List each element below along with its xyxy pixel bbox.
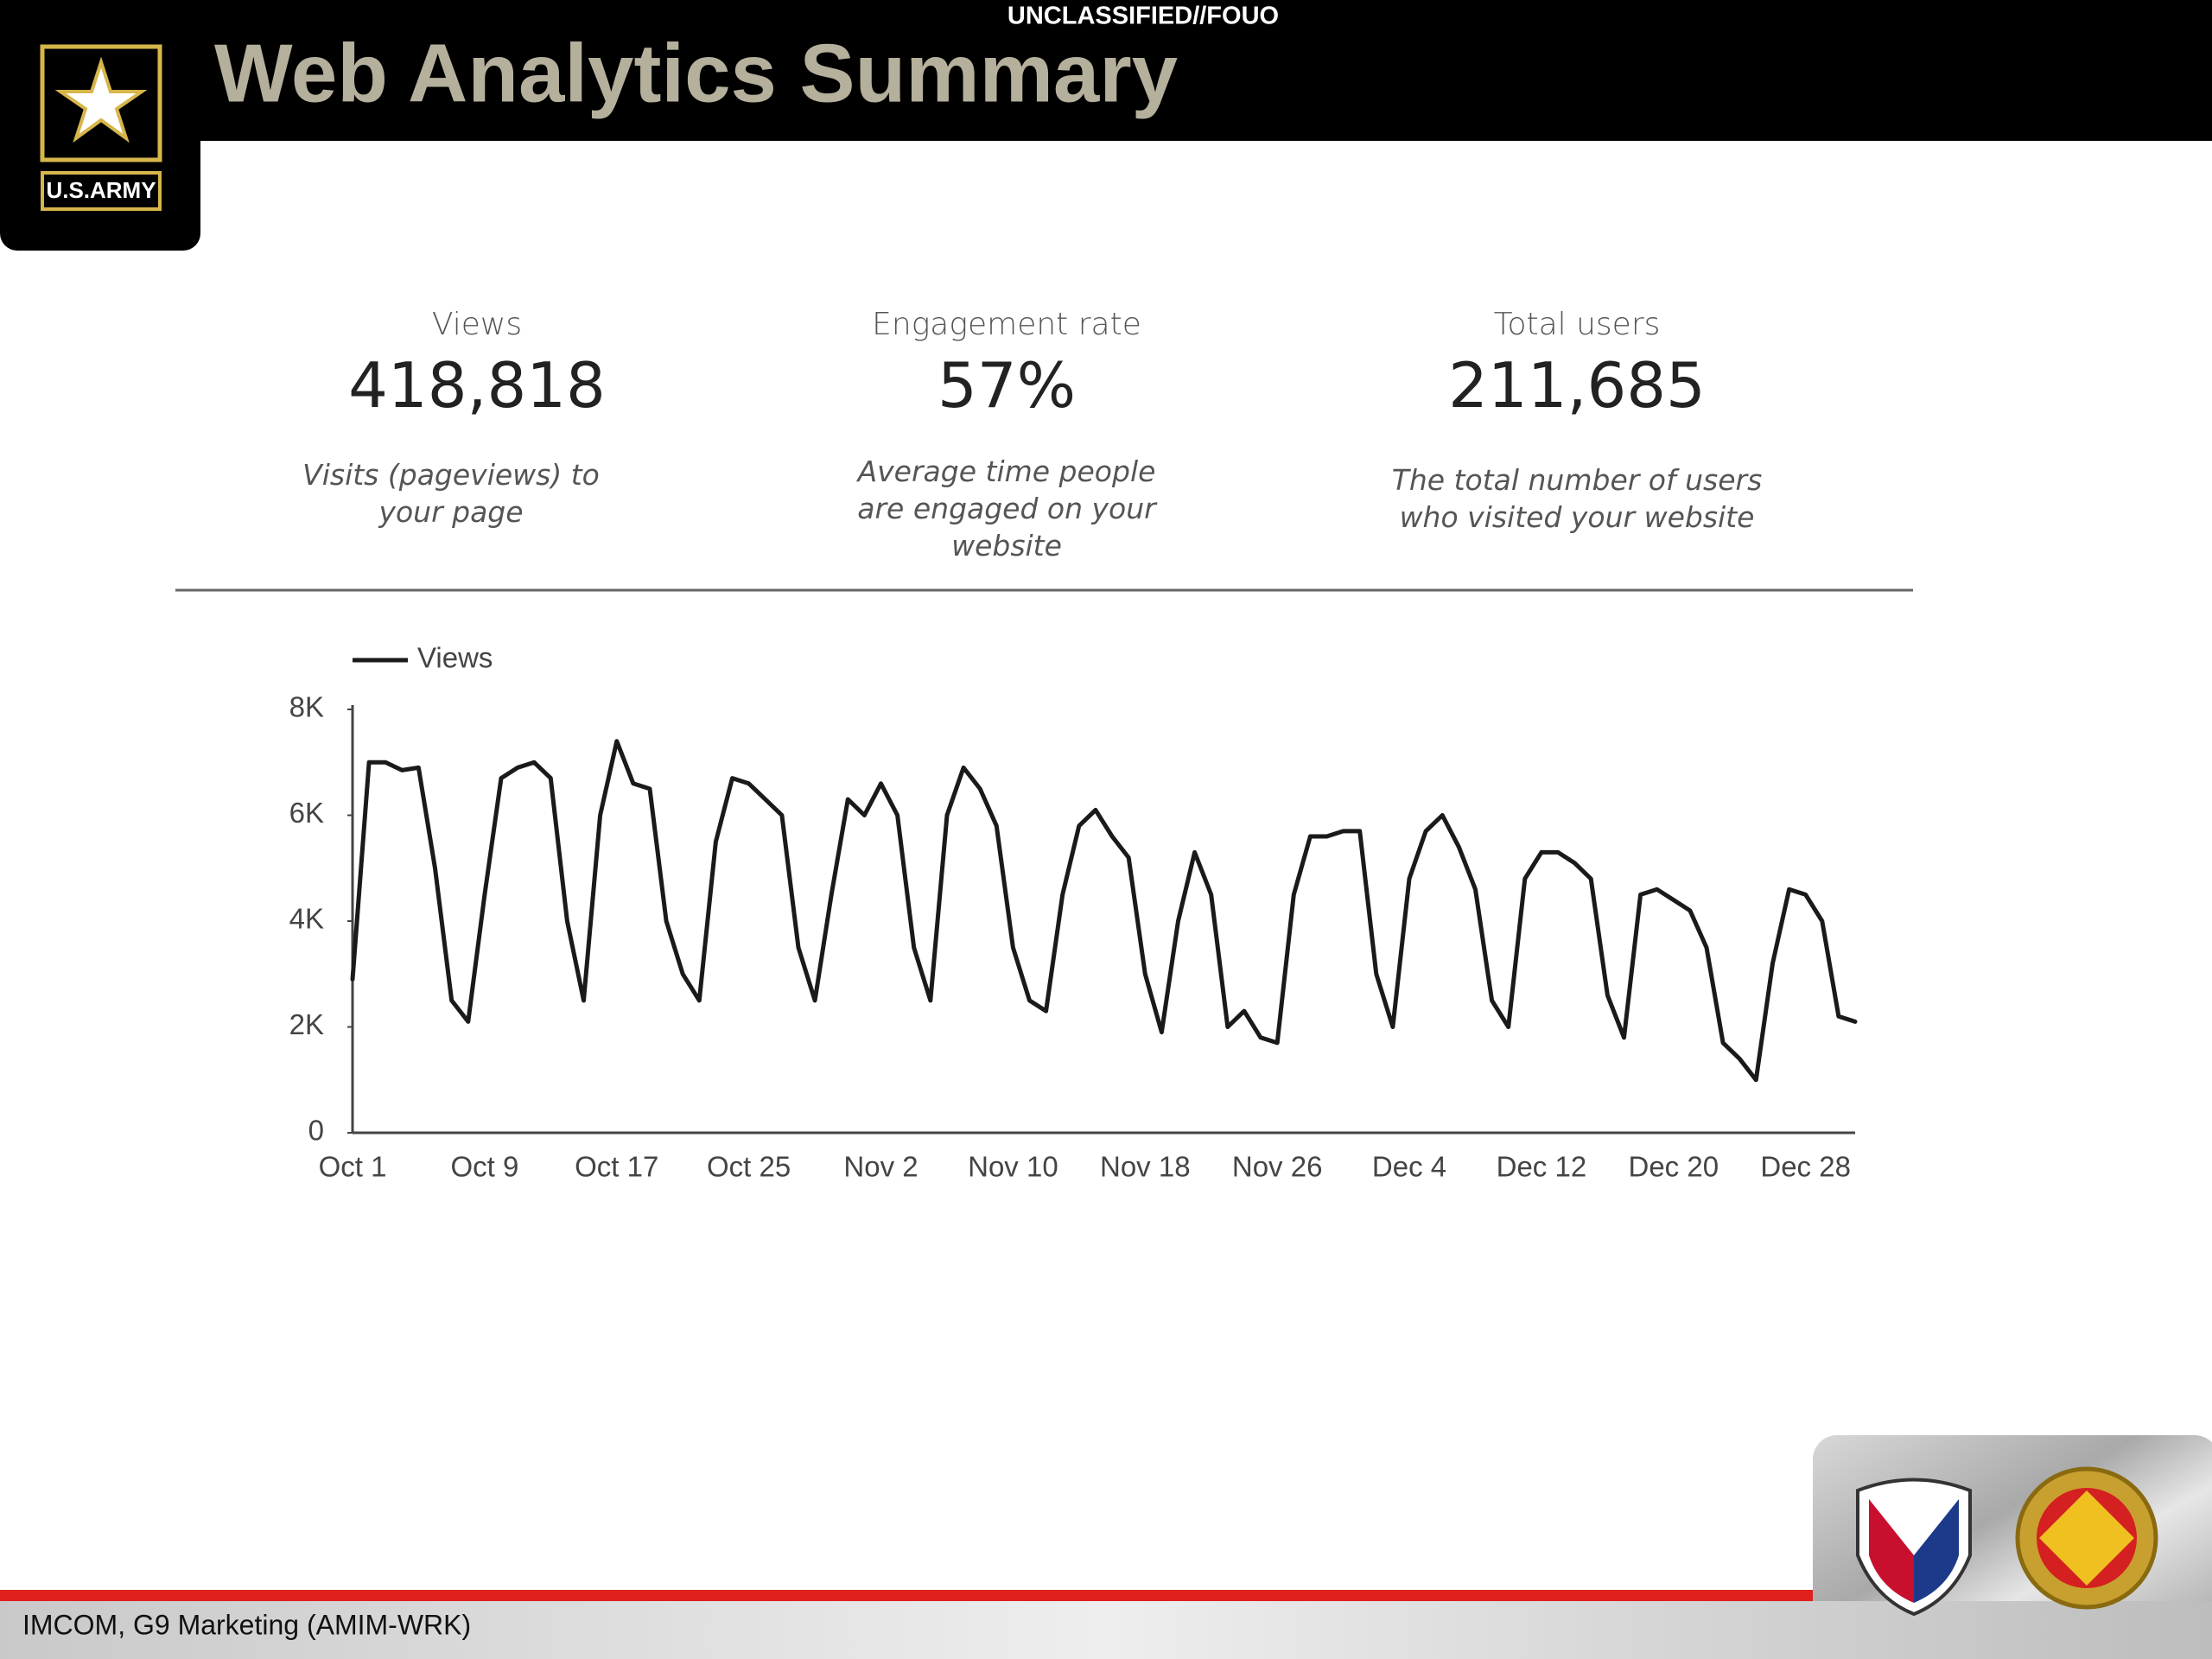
header-band <box>0 0 2212 141</box>
kpi-label: Views <box>431 307 523 342</box>
footer-red-line <box>0 1590 1813 1601</box>
kpi-value: 57% <box>937 349 1077 422</box>
kpi: Total users 211,685 The total number of … <box>1361 307 1793 536</box>
y-tick-label: 8K <box>289 691 324 723</box>
imcom-crest-diamond <box>2039 1491 2134 1586</box>
kpi-value: 211,685 <box>1448 349 1706 422</box>
line-series <box>350 739 1858 1083</box>
x-tick-label: Oct 17 <box>575 1151 658 1183</box>
logo-text: U.S.ARMY <box>46 177 156 203</box>
chart: 0 2K 4K 6K 8K Oct 1 Oct 9 Oct 17 Oct 25 Nov 2 Nov … <box>289 642 1858 1183</box>
kpi-label: Engagement rate <box>872 307 1141 342</box>
logo-plate <box>41 171 162 211</box>
y-tick-label: 2K <box>289 1008 324 1040</box>
logo-star <box>54 56 148 143</box>
amc-shield-blue <box>1914 1499 1959 1603</box>
x-tick-label: Dec 12 <box>1497 1151 1587 1183</box>
x-tick-label: Nov 2 <box>843 1151 918 1183</box>
kpi: Views 418,818 Visits (pageviews) to your… <box>302 307 650 531</box>
x-tick-label: Oct 1 <box>319 1151 387 1183</box>
x-tick-label: Dec 4 <box>1372 1151 1446 1183</box>
footer-text: IMCOM, G9 Marketing (AMIM-WRK) <box>22 1609 471 1640</box>
logo-box <box>0 0 200 251</box>
x-tick-label: Dec 20 <box>1629 1151 1719 1183</box>
y-tick-label: 4K <box>289 903 324 935</box>
kpi-value: 418,818 <box>348 349 606 422</box>
x-tick-label: Oct 9 <box>450 1151 518 1183</box>
legend-label: Views <box>417 642 493 674</box>
classification: UNCLASSIFIED//FOUO <box>1007 3 1279 30</box>
kpi-label: Total users <box>1493 307 1661 342</box>
y-tick-label: 6K <box>289 797 324 829</box>
kpi-description: Visits (pageviews) to your page <box>302 458 600 529</box>
x-tick-label: Dec 28 <box>1760 1151 1851 1183</box>
footer-bar <box>0 1601 2212 1659</box>
x-tick-label: Nov 10 <box>968 1151 1058 1183</box>
amc-shield-red <box>1869 1499 1914 1603</box>
y-tick-label: 0 <box>308 1115 324 1147</box>
slide-title: Web Analytics Summary <box>214 27 1178 119</box>
x-tick-label: Nov 26 <box>1232 1151 1323 1183</box>
kpi-description: The total number of users who visited yo… <box>1391 463 1763 534</box>
x-tick-label: Nov 18 <box>1100 1151 1191 1183</box>
kpi: Engagement rate 57% Average time people … <box>825 307 1188 564</box>
logo-frame <box>40 44 162 162</box>
kpi-description: Average time people are engaged on your … <box>857 454 1156 563</box>
x-tick-label: Oct 25 <box>707 1151 791 1183</box>
